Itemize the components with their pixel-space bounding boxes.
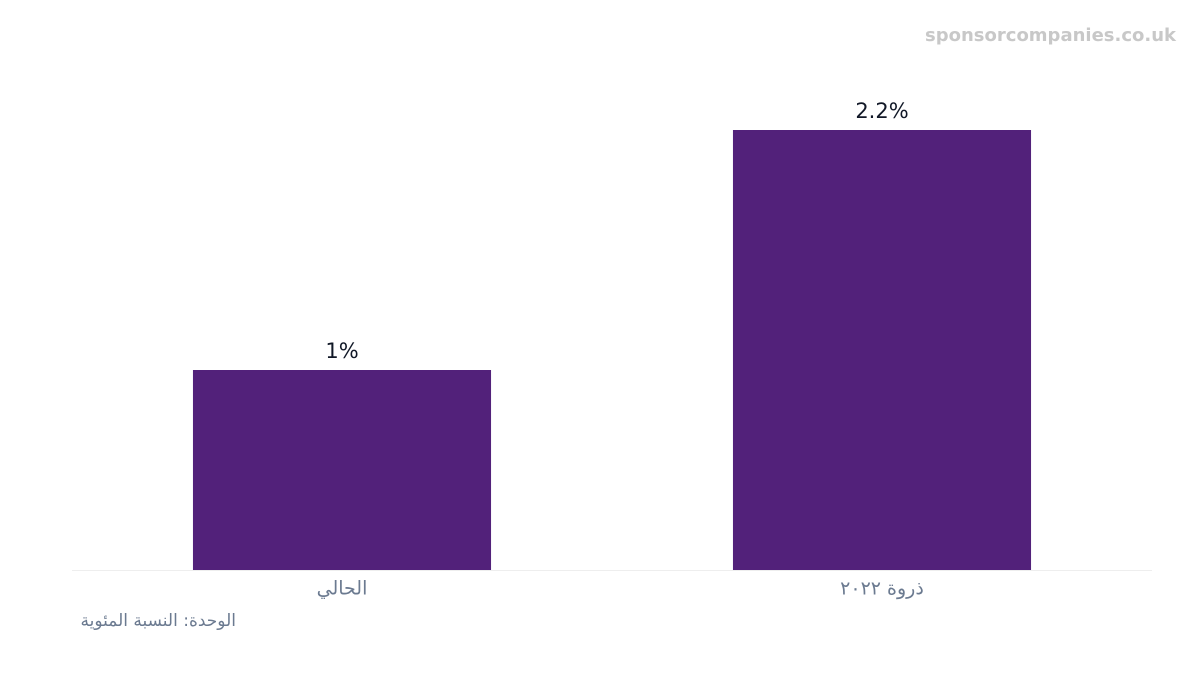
x-tick-label: الحالي	[317, 578, 368, 600]
bar	[192, 370, 492, 570]
value-label: 2.2%	[855, 99, 908, 123]
x-tick-label: ذروة ٢٠٢٢	[840, 578, 924, 600]
value-label: 1%	[325, 339, 358, 363]
unit-note: الوحدة: النسبة المئوية	[81, 611, 237, 631]
watermark: sponsorcompanies.co.uk	[925, 25, 1177, 46]
bar	[732, 130, 1032, 570]
